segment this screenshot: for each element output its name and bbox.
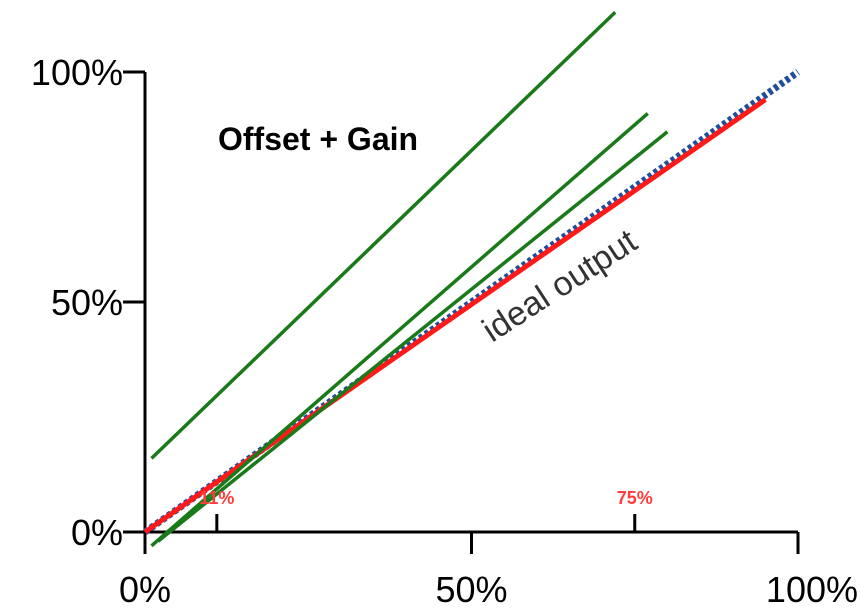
marker-label: 75%	[617, 488, 653, 508]
series-line-3	[152, 12, 616, 458]
x-ticks: 0% 50% 100%	[119, 532, 858, 610]
x-tick-label: 50%	[435, 569, 507, 610]
series-line-4	[152, 113, 648, 545]
series-line-5	[158, 132, 667, 541]
chart-title: Offset + Gain	[218, 121, 418, 157]
y-ticks: 0% 50% 100%	[31, 52, 145, 553]
y-tick-label: 100%	[31, 52, 123, 93]
marker-label: 11%	[199, 488, 234, 508]
x-tick-label: 100%	[766, 569, 858, 610]
x-tick-label: 0%	[119, 569, 171, 610]
series-group	[145, 12, 798, 546]
markers-group: 11% 75%	[199, 488, 652, 532]
y-tick-label: 0%	[71, 512, 123, 553]
y-tick-label: 50%	[51, 282, 123, 323]
